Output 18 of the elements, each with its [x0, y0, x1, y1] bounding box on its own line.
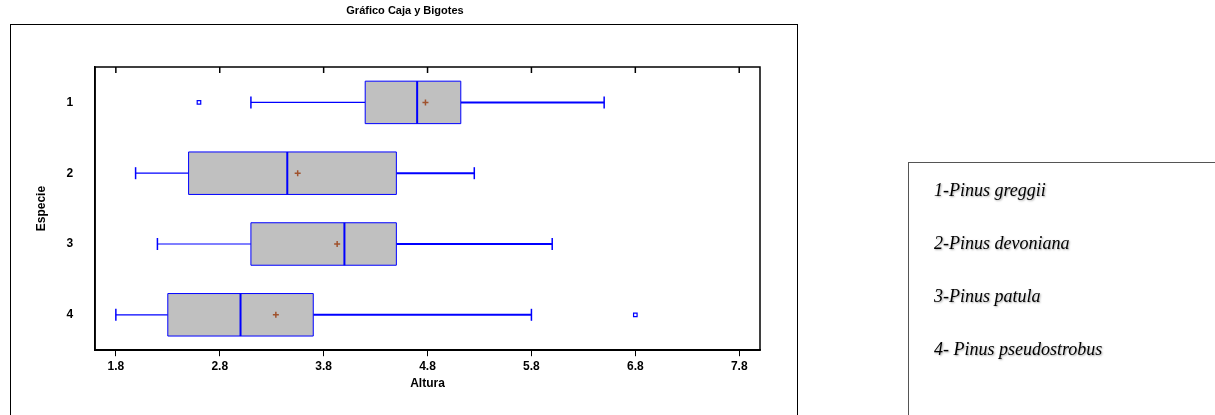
y-tick-label: 3 — [66, 236, 74, 251]
y-tick-label: 2 — [66, 165, 74, 180]
x-tick-label: 6.8 — [626, 358, 644, 373]
text: 2-Pinus devoniana — [934, 232, 1071, 255]
text: 3-Pinus patula — [934, 285, 1042, 308]
x-tick-label: 1.8 — [107, 358, 125, 373]
text: 4- Pinus pseudostrobus — [934, 338, 1104, 361]
x-tick-label: 7.8 — [730, 358, 748, 373]
chart-title: Gráfico Caja y Bigotes — [345, 4, 465, 16]
y-tick-label: 4 — [66, 307, 74, 322]
text: 1-Pinus greggii — [934, 179, 1047, 202]
y-tick-label: 1 — [66, 94, 74, 109]
x-tick-label: 3.8 — [315, 358, 333, 373]
x-tick-label: 4.8 — [419, 358, 437, 373]
x-tick-label: 2.8 — [211, 358, 229, 373]
y-axis-title: Especie — [33, 185, 48, 232]
x-tick-label: 5.8 — [523, 358, 541, 373]
x-axis-title: Altura — [410, 376, 446, 391]
